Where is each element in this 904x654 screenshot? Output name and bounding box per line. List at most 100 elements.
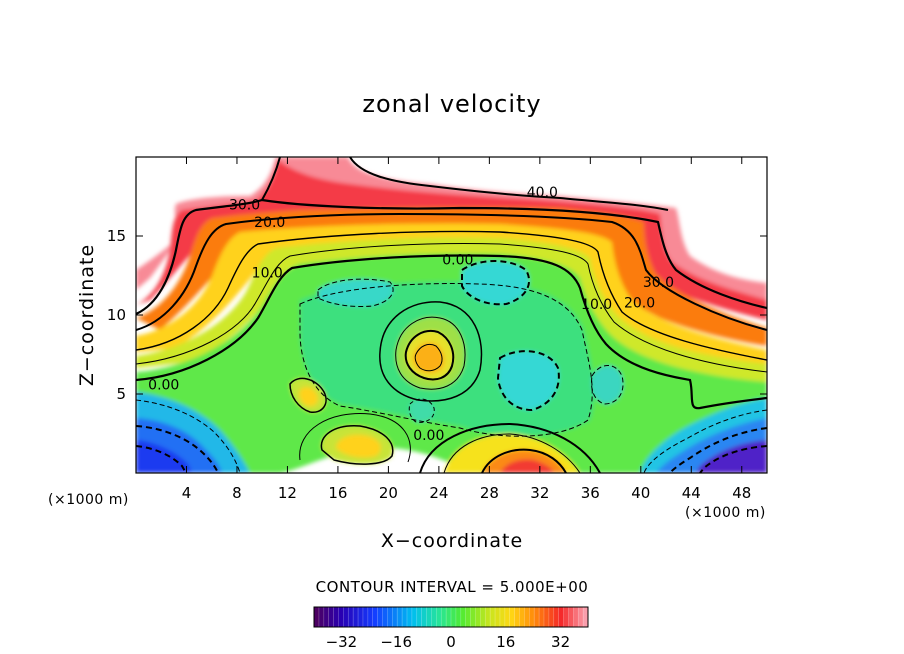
x-tick-label: 16 <box>328 484 347 502</box>
x-tick-label: 40 <box>631 484 650 502</box>
fill-central-maximum-25 <box>413 342 444 373</box>
colorbar-swatch <box>558 607 564 627</box>
contour-pool-right <box>591 365 624 405</box>
contour-value-label: 30.0 <box>643 275 674 291</box>
colorbar-tick-label: 32 <box>551 633 570 651</box>
colorbar-swatch <box>480 607 486 627</box>
chart-title: zonal velocity <box>362 90 541 118</box>
contour-neg10-left <box>136 425 219 473</box>
colorbar-swatch <box>441 607 447 627</box>
x-tick-label: 24 <box>429 484 448 502</box>
colorbar-swatch <box>583 607 589 627</box>
colorbar-swatch <box>446 607 452 627</box>
colorbar-tick-label: 0 <box>446 633 456 651</box>
colorbar-swatch <box>382 607 388 627</box>
colorbar-swatch <box>358 607 364 627</box>
fill-bottom-center-maximum-30 <box>500 459 554 473</box>
colorbar-swatch <box>416 607 422 627</box>
fill-pool-right <box>591 365 624 404</box>
colorbar-swatch <box>323 607 329 627</box>
fill-pool-center <box>498 351 559 410</box>
contour-central-max-20 <box>404 330 455 381</box>
colorbar-swatch <box>436 607 442 627</box>
contour-bottom-left-cell-outer <box>299 412 411 463</box>
colorbar-swatch <box>490 607 496 627</box>
colorbar-swatch <box>495 607 501 627</box>
contour-neg20-left <box>136 445 187 473</box>
colorbar-swatch <box>568 607 574 627</box>
x-unit-left: (×1000 m) <box>48 492 129 508</box>
colorbar-swatch <box>333 607 339 627</box>
colorbar-swatch <box>314 607 320 627</box>
contour-bottom-center-0 <box>419 422 601 473</box>
colorbar-swatch <box>573 607 579 627</box>
contour-value-label: 0.00 <box>148 378 179 394</box>
colorbar-tick-label: 16 <box>496 633 515 651</box>
contour-value-label: 10.0 <box>581 297 612 313</box>
contour-neg20-right <box>699 445 767 473</box>
contour-20 <box>136 212 767 331</box>
contour-pool-upper-center <box>461 260 531 306</box>
colorbar-swatch <box>426 607 432 627</box>
contour-left-cell <box>289 377 327 413</box>
fill-left-cell-20 <box>299 387 318 406</box>
contour-value-label: 20.0 <box>254 215 285 231</box>
colorbar-swatch <box>534 607 540 627</box>
colorbar-tick-label: −32 <box>326 633 358 651</box>
colorbar-frame <box>313 606 589 628</box>
contour-interval-label: CONTOUR INTERVAL = 5.000E+00 <box>316 578 589 596</box>
fill-velocity-30 <box>136 160 767 320</box>
x-axis-title: X−coordinate <box>381 530 523 552</box>
contour-central-max-10 <box>395 316 466 390</box>
colorbar-swatch <box>397 607 403 627</box>
colorbar-swatch <box>421 607 427 627</box>
contour-5-upper <box>136 243 767 373</box>
contour-value-label: 10.0 <box>252 265 283 281</box>
contour-pool-upper-left <box>317 278 394 307</box>
colorbar-swatch <box>392 607 398 627</box>
fill-velocity-10 <box>136 223 767 372</box>
x-tick-label: 8 <box>232 484 242 502</box>
contour-value-label: 0.00 <box>413 428 444 444</box>
contour-40 <box>261 157 669 211</box>
colorbar-swatch <box>509 607 515 627</box>
x-tick-label: 44 <box>682 484 701 502</box>
colorbar-swatch <box>543 607 550 627</box>
colorbar-swatch <box>470 607 476 627</box>
contour-value-label: 40.0 <box>527 185 558 201</box>
x-tick-label: 20 <box>379 484 398 502</box>
y-tick-label: 10 <box>107 306 126 324</box>
x-tick-label: 4 <box>182 484 192 502</box>
x-tick-label: 12 <box>278 484 297 502</box>
fill-pool-upper-center <box>462 261 530 305</box>
contour-pool-small <box>408 398 435 423</box>
colorbar-swatch <box>338 607 344 627</box>
colorbar-swatch <box>328 607 334 627</box>
x-unit-right: (×1000 m) <box>685 505 766 521</box>
contour-value-label: 20.0 <box>624 295 655 311</box>
contour-value-label: 30.0 <box>229 197 260 213</box>
contour-bottom-left-cell <box>320 425 394 465</box>
contour-0 <box>136 254 767 410</box>
colorbar-swatch <box>499 607 506 627</box>
contour-30 <box>136 198 767 316</box>
fill-bottom-left-cell-20 <box>336 434 381 458</box>
contour-central-outer-0 <box>379 301 483 402</box>
x-tick-label: 28 <box>480 484 499 502</box>
y-tick-label: 15 <box>107 227 126 245</box>
contour-neg5-left <box>136 399 241 473</box>
colorbar-swatch <box>348 607 354 627</box>
colorbar-swatch <box>519 607 525 627</box>
colorbar-swatch <box>524 607 530 627</box>
colorbar-swatch <box>402 607 408 627</box>
colorbar-swatch <box>475 607 481 627</box>
contour-bottom-center-20 <box>481 448 567 473</box>
colorbar-swatch <box>578 607 584 627</box>
x-tick-label: 32 <box>530 484 549 502</box>
colorbar-swatch <box>485 607 491 627</box>
colorbar-swatch <box>460 607 466 627</box>
contour-field: 30.0 20.0 40.0 0.00 10.0 30.0 20.0 10.0 0.00 0.00 <box>136 157 767 473</box>
colorbar-swatch <box>372 607 378 627</box>
colorbar-swatch <box>504 607 510 627</box>
